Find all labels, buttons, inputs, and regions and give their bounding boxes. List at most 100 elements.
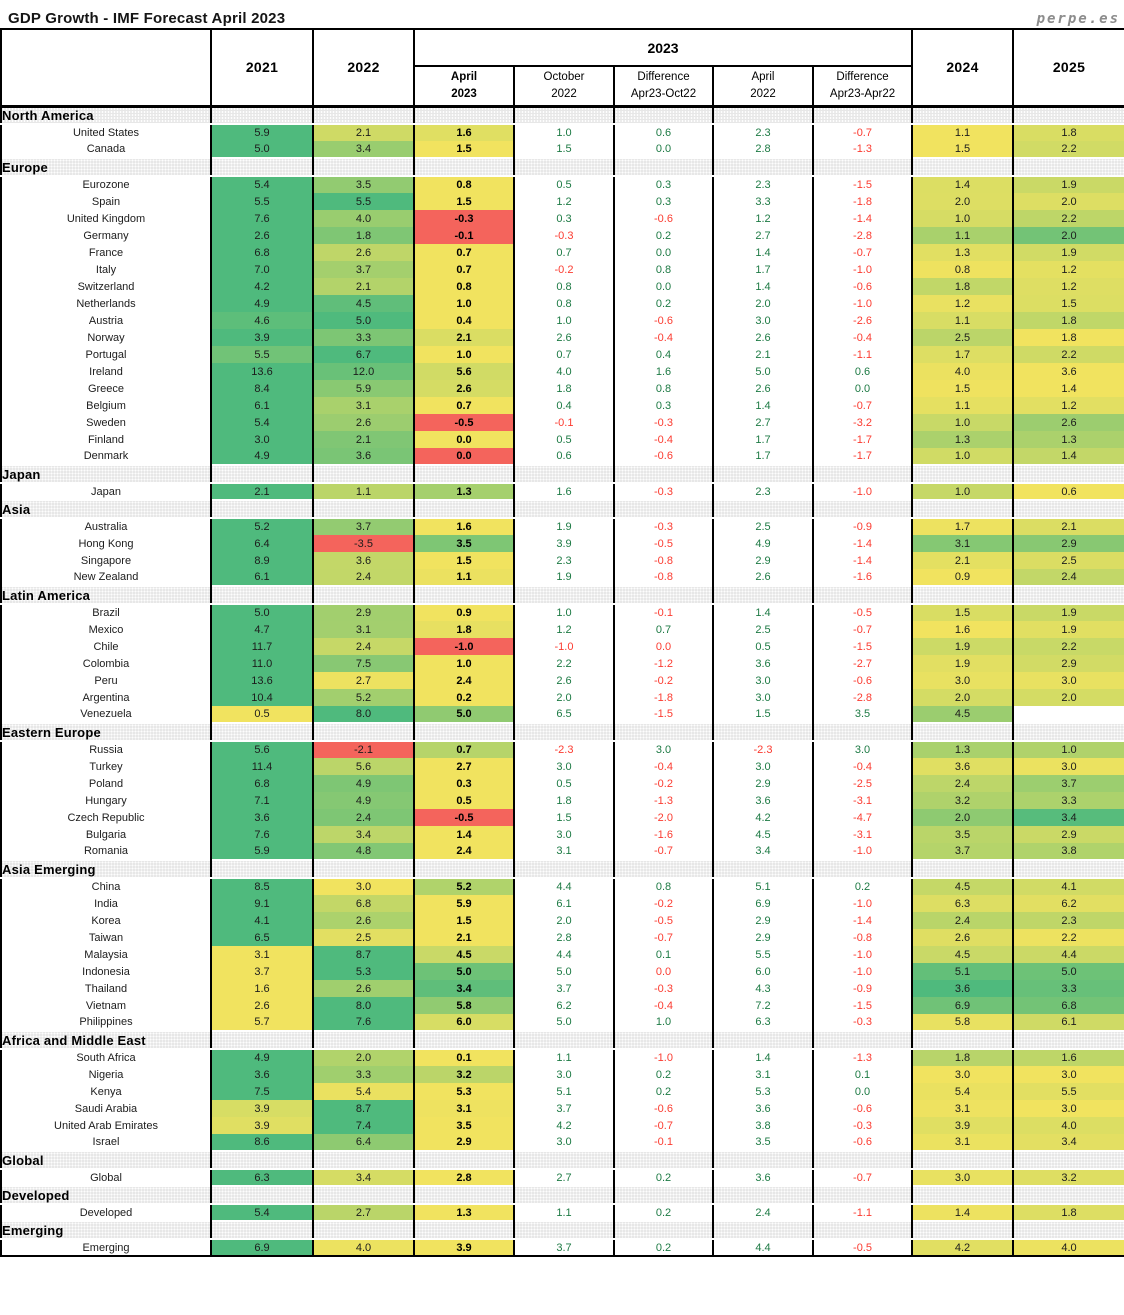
col-header-2024: 2024	[911, 29, 1015, 108]
cell-2022: 6.8	[312, 895, 415, 912]
cell-2024: 3.0	[911, 672, 1015, 689]
cell-diff-apr23-oct22: 0.8	[613, 878, 714, 895]
cell-oct2022: 1.0	[513, 124, 615, 141]
cell-oct2022: 2.6	[513, 329, 615, 346]
cell-2024: 4.2	[911, 1239, 1015, 1256]
country-label: Norway	[0, 329, 212, 346]
cell-apr2023: 1.3	[413, 483, 515, 500]
country-row: Switzerland 4.2 2.1 0.8 0.8 0.0 1.4 -0.6 1.8 1.2	[0, 278, 1124, 295]
country-row: Emerging 6.9 4.0 3.9 3.7 0.2 4.4 -0.5 4.2 4.0	[0, 1239, 1124, 1256]
cell-2022: 8.0	[312, 997, 415, 1014]
cell-diff-apr23-oct22: 0.3	[613, 397, 714, 414]
cell-apr2022: 4.2	[712, 809, 814, 826]
cell-2022: 3.6	[312, 552, 415, 569]
cell-2021: 6.9	[210, 1239, 314, 1256]
country-row: South Africa 4.9 2.0 0.1 1.1 -1.0 1.4 -1.3 1.8 1.…	[0, 1049, 1124, 1066]
cell-diff-apr23-apr22: -1.6	[811, 569, 914, 586]
cell-2022: 2.1	[312, 431, 415, 448]
cell-2022: 2.7	[312, 672, 415, 689]
country-label: Mexico	[0, 621, 212, 638]
cell-apr2023: 5.6	[413, 363, 515, 380]
country-label: Taiwan	[0, 929, 212, 946]
country-row: Australia 5.2 3.7 1.6 1.9 -0.3 2.5 -0.9 1.7 2.1	[0, 518, 1124, 535]
section-band-cell	[811, 157, 914, 177]
gdp-growth-table: 2021 2022 2023 2024 2025 April 2023 Octob…	[0, 28, 1124, 1257]
country-label: Chile	[0, 638, 212, 655]
section-band-cell	[210, 722, 314, 742]
cell-2022: 2.4	[312, 809, 415, 826]
cell-apr2023: 0.7	[413, 261, 515, 278]
section-label: Emerging	[0, 1220, 212, 1240]
cell-2022: 2.6	[312, 980, 415, 997]
section-band-cell	[811, 859, 914, 879]
country-label: Brazil	[0, 604, 212, 621]
cell-oct2022: 2.8	[513, 929, 615, 946]
section-band-cell	[312, 105, 415, 125]
cell-2025: 1.9	[1012, 604, 1124, 621]
cell-2024: 2.0	[911, 193, 1015, 210]
cell-diff-apr23-oct22: -0.3	[613, 518, 714, 535]
section-band-cell	[712, 157, 814, 177]
cell-diff-apr23-apr22: -0.7	[811, 124, 914, 141]
cell-2022: 2.1	[312, 124, 415, 141]
cell-2024: 1.2	[911, 295, 1015, 312]
cell-diff-apr23-oct22: -0.7	[613, 929, 714, 946]
cell-apr2023: 1.4	[413, 826, 515, 843]
cell-apr2023: -0.5	[413, 809, 515, 826]
cell-2025: 1.8	[1012, 312, 1124, 329]
cell-apr2023: 1.8	[413, 621, 515, 638]
cell-diff-apr23-oct22: -0.4	[613, 758, 714, 775]
cell-2025: 6.1	[1012, 1014, 1124, 1031]
country-label: Bulgaria	[0, 826, 212, 843]
section-label: Japan	[0, 464, 212, 484]
cell-2021: 5.4	[210, 1204, 314, 1221]
cell-apr2022: 2.0	[712, 295, 814, 312]
cell-apr2023: 0.9	[413, 604, 515, 621]
title-bar: GDP Growth - IMF Forecast April 2023 per…	[0, 0, 1124, 28]
country-row: Global 6.3 3.4 2.8 2.7 0.2 3.6 -0.7 3.0 3.2	[0, 1169, 1124, 1186]
section-band-cell	[911, 1185, 1015, 1205]
cell-2024: 2.6	[911, 929, 1015, 946]
cell-2024: 5.1	[911, 963, 1015, 980]
cell-diff-apr23-apr22: -1.0	[811, 843, 914, 860]
cell-diff-apr23-oct22: 0.4	[613, 346, 714, 363]
country-label: Thailand	[0, 980, 212, 997]
cell-2024: 3.1	[911, 535, 1015, 552]
cell-oct2022: 3.7	[513, 1100, 615, 1117]
country-row: Nigeria 3.6 3.3 3.2 3.0 0.2 3.1 0.1 3.0 3.0	[0, 1066, 1124, 1083]
country-label: China	[0, 878, 212, 895]
cell-apr2022: 2.6	[712, 329, 814, 346]
cell-oct2022: 3.7	[513, 1239, 615, 1256]
cell-2021: 5.4	[210, 414, 314, 431]
cell-2021: 5.5	[210, 346, 314, 363]
cell-diff-apr23-apr22: -0.6	[811, 672, 914, 689]
cell-apr2023: 2.4	[413, 843, 515, 860]
cell-2024: 3.1	[911, 1134, 1015, 1151]
cell-apr2023: 1.1	[413, 569, 515, 586]
cell-2024: 1.7	[911, 518, 1015, 535]
country-label: Venezuela	[0, 706, 212, 723]
section-band-cell	[413, 1030, 515, 1050]
cell-2021: 5.4	[210, 176, 314, 193]
cell-2024: 4.5	[911, 946, 1015, 963]
cell-2025: 4.0	[1012, 1117, 1124, 1134]
section-band-cell	[413, 859, 515, 879]
cell-diff-apr23-oct22: 0.6	[613, 124, 714, 141]
cell-2022: 5.4	[312, 1083, 415, 1100]
cell-2021: 5.5	[210, 193, 314, 210]
col-header-2022: 2022	[312, 29, 415, 108]
country-row: France 6.8 2.6 0.7 0.7 0.0 1.4 -0.7 1.3 1.9	[0, 244, 1124, 261]
cell-apr2023: -0.3	[413, 210, 515, 227]
cell-diff-apr23-oct22: 0.0	[613, 244, 714, 261]
cell-diff-apr23-apr22: -0.5	[811, 604, 914, 621]
cell-2025: 2.0	[1012, 689, 1124, 706]
country-row: Romania 5.9 4.8 2.4 3.1 -0.7 3.4 -1.0 3.7 3.8	[0, 843, 1124, 860]
cell-2025: 2.6	[1012, 414, 1124, 431]
cell-2021: 6.8	[210, 244, 314, 261]
country-row: Malaysia 3.1 8.7 4.5 4.4 0.1 5.5 -1.0 4.5 4.4	[0, 946, 1124, 963]
section-band-cell	[613, 105, 714, 125]
section-band-cell	[1012, 1220, 1124, 1240]
cell-apr2022: 5.5	[712, 946, 814, 963]
cell-oct2022: 0.5	[513, 176, 615, 193]
section-band-cell	[911, 157, 1015, 177]
